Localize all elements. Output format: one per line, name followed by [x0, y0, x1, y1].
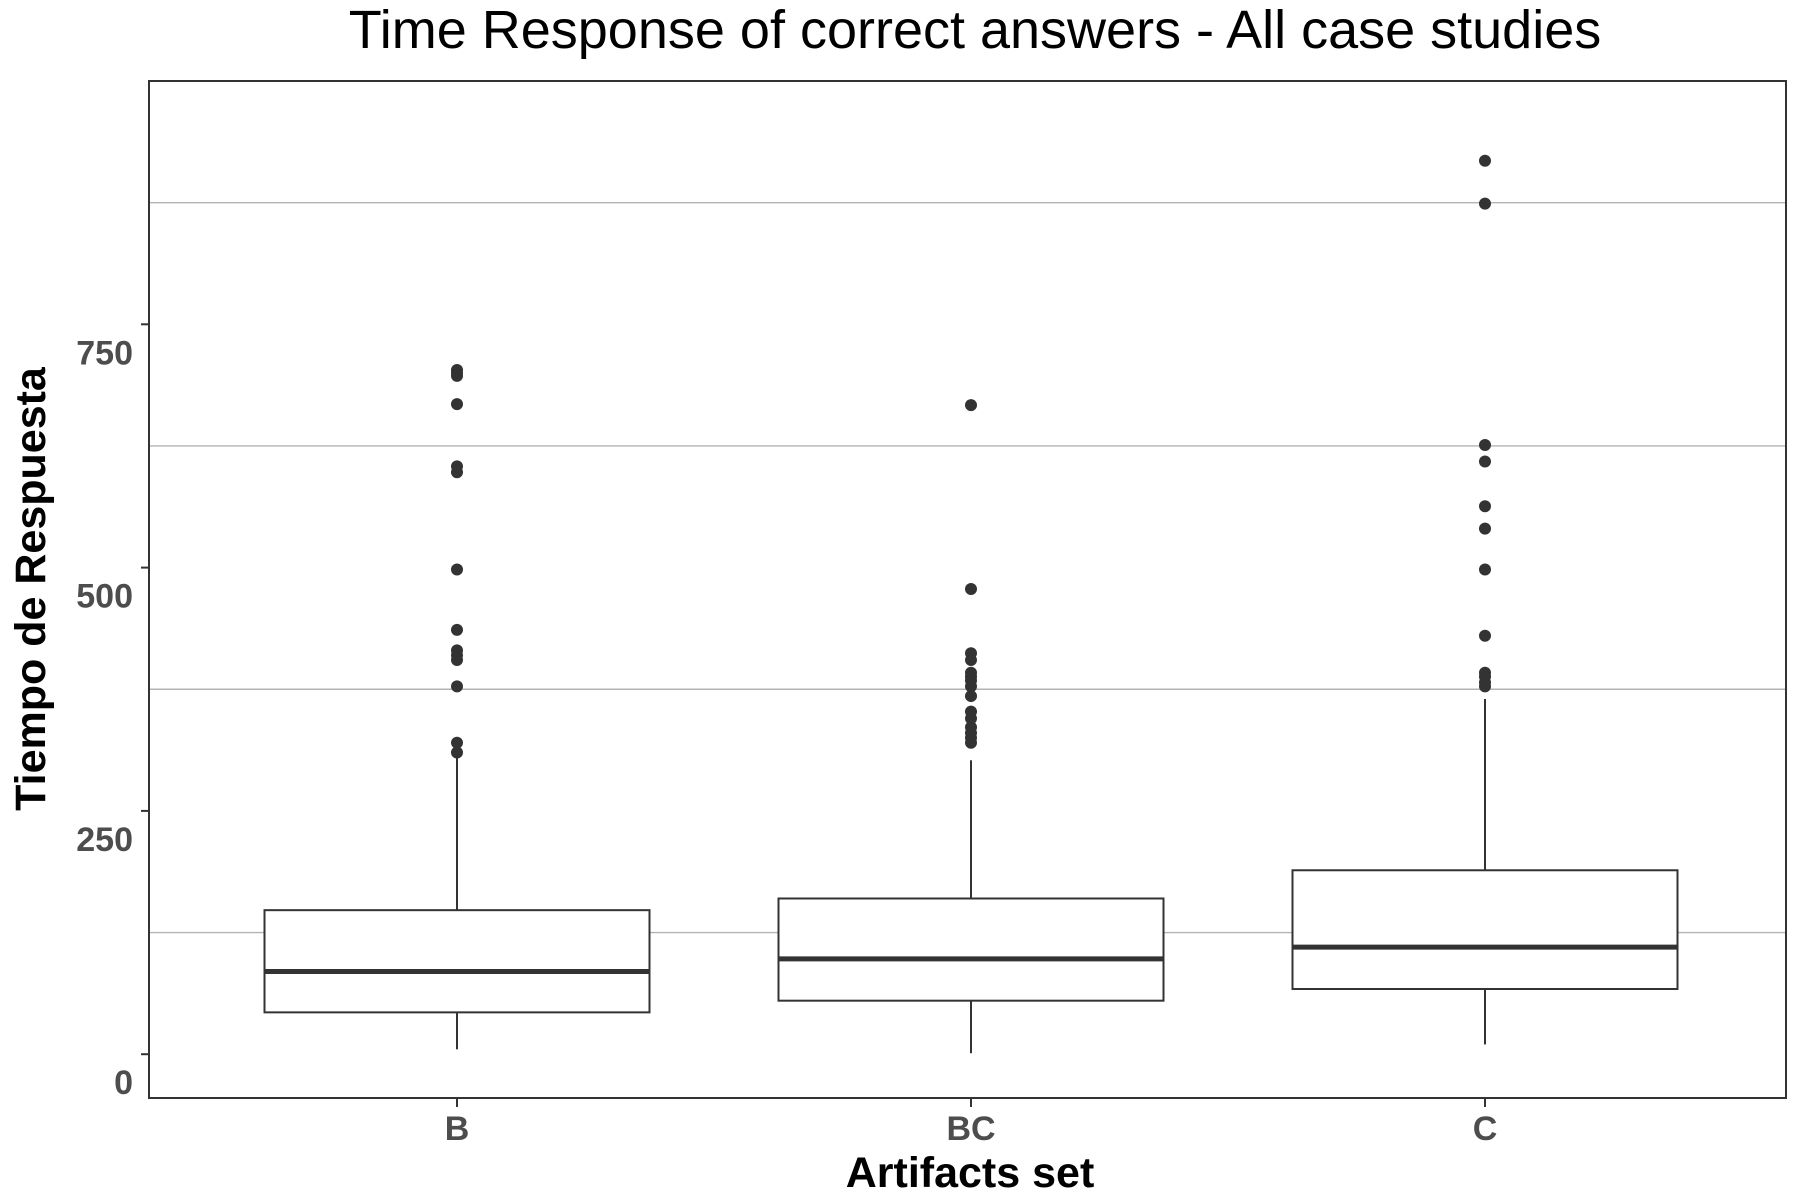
- outlier-point: [965, 705, 977, 718]
- y-tick-label: 250: [76, 821, 133, 859]
- y-axis-title: Tiempo de Respuesta: [7, 366, 55, 811]
- outlier-point: [1479, 197, 1491, 210]
- outlier-point: [451, 680, 463, 693]
- outlier-point: [451, 563, 463, 576]
- box-C: [1291, 154, 1679, 1045]
- outlier-point: [965, 399, 977, 412]
- y-tick-label: 500: [76, 578, 133, 616]
- boxes: [263, 154, 1679, 1054]
- outlier-point: [451, 460, 463, 473]
- y-tick-label: 750: [76, 334, 133, 372]
- y-tick-label: 0: [114, 1064, 133, 1102]
- outlier-point: [1479, 500, 1491, 513]
- x-axis-ticks: B BC C: [445, 1098, 1498, 1148]
- outlier-point: [451, 623, 463, 636]
- outlier-point: [451, 364, 463, 377]
- outlier-point: [1479, 455, 1491, 468]
- outlier-point: [965, 721, 977, 734]
- x-tick-label: B: [445, 1110, 470, 1148]
- outlier-point: [451, 746, 463, 759]
- y-axis-ticks: 0 250 500 750: [76, 323, 149, 1102]
- outlier-point: [1479, 438, 1491, 451]
- outlier-point: [1479, 563, 1491, 576]
- outlier-point: [451, 644, 463, 657]
- outlier-point: [965, 690, 977, 703]
- outlier-point: [451, 398, 463, 411]
- plot-panel-border: [148, 80, 1787, 1099]
- outlier-point: [1479, 154, 1491, 167]
- x-axis-title: Artifacts set: [846, 1149, 1095, 1197]
- iqr-box: [777, 897, 1165, 1002]
- outlier-point: [1479, 666, 1491, 679]
- iqr-box: [263, 909, 651, 1014]
- outlier-point: [965, 647, 977, 660]
- x-tick-label: C: [1473, 1110, 1498, 1148]
- outlier-point: [451, 736, 463, 749]
- box-BC: [777, 399, 1165, 1054]
- outlier-point: [1479, 522, 1491, 535]
- x-tick-label: BC: [946, 1110, 995, 1148]
- iqr-box: [1291, 869, 1679, 991]
- chart-title: Time Response of correct answers - All c…: [349, 0, 1602, 60]
- box-B: [263, 364, 651, 1050]
- outlier-point: [965, 583, 977, 596]
- outlier-point: [965, 666, 977, 679]
- grid-lines: [149, 201, 1786, 934]
- outlier-point: [1479, 629, 1491, 642]
